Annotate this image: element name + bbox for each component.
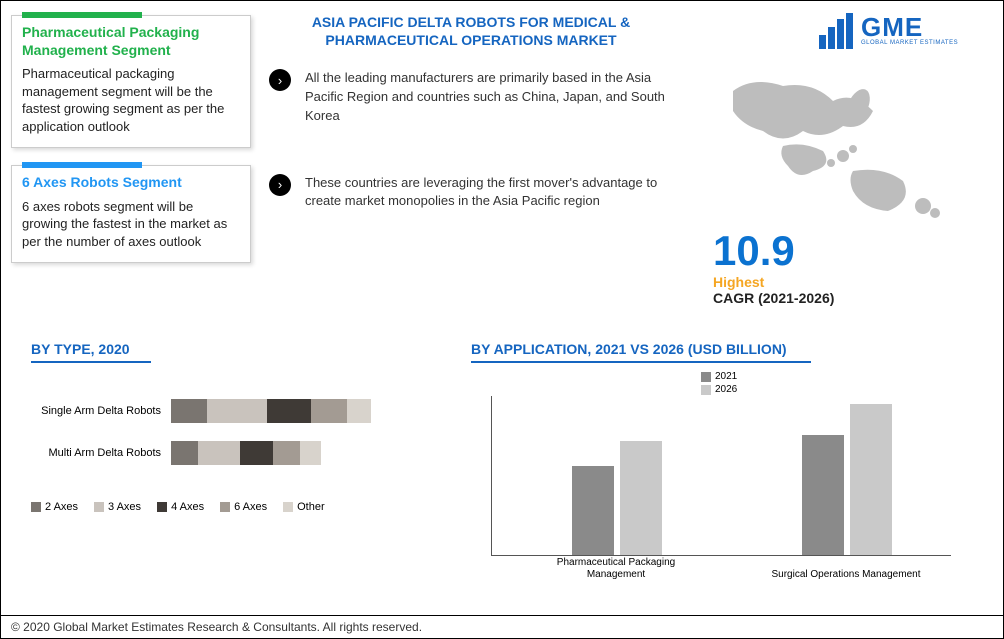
section-underline: [471, 361, 811, 363]
legend-swatch: [283, 502, 293, 512]
section-underline: [31, 361, 151, 363]
cagr-highest-label: Highest: [713, 274, 963, 290]
legend-label: 2 Axes: [45, 501, 78, 513]
bar-segment: [267, 399, 311, 423]
bar-segment: [171, 399, 207, 423]
app-chart-bar: [802, 435, 844, 555]
bullet-item: › These countries are leveraging the fir…: [269, 174, 669, 212]
legend-item: Other: [283, 501, 325, 513]
app-chart-xlabel: Pharmaceutical Packaging Management: [536, 557, 696, 580]
type-chart: Single Arm Delta Robots Multi Arm Delta R…: [31, 381, 411, 483]
chevron-right-icon: ›: [269, 69, 291, 91]
cagr-period-label: CAGR (2021-2026): [713, 290, 963, 306]
bar-segment: [207, 399, 267, 423]
cagr-value: 10.9: [713, 230, 963, 272]
infographic-container: { "header": { "title": "ASIA PACIFIC DEL…: [0, 0, 1004, 639]
gme-logo: GME GLOBAL MARKET ESTIMATES: [819, 7, 989, 55]
bar-segment: [198, 441, 240, 465]
bullet-text: These countries are leveraging the first…: [305, 174, 669, 212]
chevron-right-icon: ›: [269, 174, 291, 196]
card-title: Pharmaceutical Packaging Management Segm…: [22, 24, 240, 59]
legend-swatch: [31, 502, 41, 512]
bar-segment: [273, 441, 300, 465]
region-panel: 10.9 Highest CAGR (2021-2026): [713, 71, 963, 306]
bar-segment: [240, 441, 273, 465]
legend-swatch: [220, 502, 230, 512]
legend-label: 3 Axes: [108, 501, 141, 513]
card-accent: [22, 162, 142, 168]
bullet-item: › All the leading manufacturers are prim…: [269, 69, 669, 126]
app-chart-axes: [491, 396, 951, 556]
type-chart-legend: 2 Axes 3 Axes 4 Axes 6 Axes Other: [31, 501, 325, 513]
bullet-text: All the leading manufacturers are primar…: [305, 69, 669, 126]
app-chart-xlabel: Surgical Operations Management: [766, 569, 926, 581]
legend-label: 4 Axes: [171, 501, 204, 513]
app-chart-group: [792, 404, 902, 555]
legend-item: 6 Axes: [220, 501, 267, 513]
type-chart-row: Single Arm Delta Robots: [31, 399, 411, 423]
section-title-by-type: BY TYPE, 2020: [31, 341, 130, 357]
bar-segment: [347, 399, 371, 423]
legend-item: 4 Axes: [157, 501, 204, 513]
card-accent: [22, 12, 142, 18]
bar-segment: [311, 399, 347, 423]
card-body: Pharmaceutical packaging management segm…: [22, 65, 240, 135]
bullet-list: › All the leading manufacturers are prim…: [269, 69, 669, 259]
section-title-by-application: BY APPLICATION, 2021 VS 2026 (USD BILLIO…: [471, 341, 787, 357]
logo-bars-icon: [819, 13, 855, 49]
logo-text: GME: [861, 16, 958, 39]
legend-item: 2 Axes: [31, 501, 78, 513]
card-title: 6 Axes Robots Segment: [22, 174, 240, 192]
legend-label: Other: [297, 501, 325, 513]
bar-segment: [300, 441, 321, 465]
asia-pacific-map-icon: [713, 71, 963, 221]
app-chart: Pharmaceutical Packaging Management Surgi…: [471, 376, 971, 586]
app-chart-bar: [620, 441, 662, 555]
app-chart-bar: [572, 466, 614, 555]
type-row-bar: [171, 399, 371, 423]
type-row-label: Multi Arm Delta Robots: [31, 447, 171, 459]
legend-item: 3 Axes: [94, 501, 141, 513]
legend-swatch: [94, 502, 104, 512]
segment-card-6-axes: 6 Axes Robots Segment 6 axes robots segm…: [11, 165, 251, 263]
card-body: 6 axes robots segment will be growing th…: [22, 198, 240, 251]
legend-label: 6 Axes: [234, 501, 267, 513]
bar-segment: [171, 441, 198, 465]
copyright-footer: © 2020 Global Market Estimates Research …: [1, 615, 1003, 638]
type-chart-row: Multi Arm Delta Robots: [31, 441, 411, 465]
legend-swatch: [157, 502, 167, 512]
app-chart-bar: [850, 404, 892, 555]
page-title: ASIA PACIFIC DELTA ROBOTS FOR MEDICAL & …: [281, 13, 661, 49]
type-row-bar: [171, 441, 321, 465]
segment-card-pharma-packaging: Pharmaceutical Packaging Management Segm…: [11, 15, 251, 148]
type-row-label: Single Arm Delta Robots: [31, 405, 171, 417]
logo-subtext: GLOBAL MARKET ESTIMATES: [861, 40, 958, 46]
app-chart-group: [562, 441, 672, 555]
